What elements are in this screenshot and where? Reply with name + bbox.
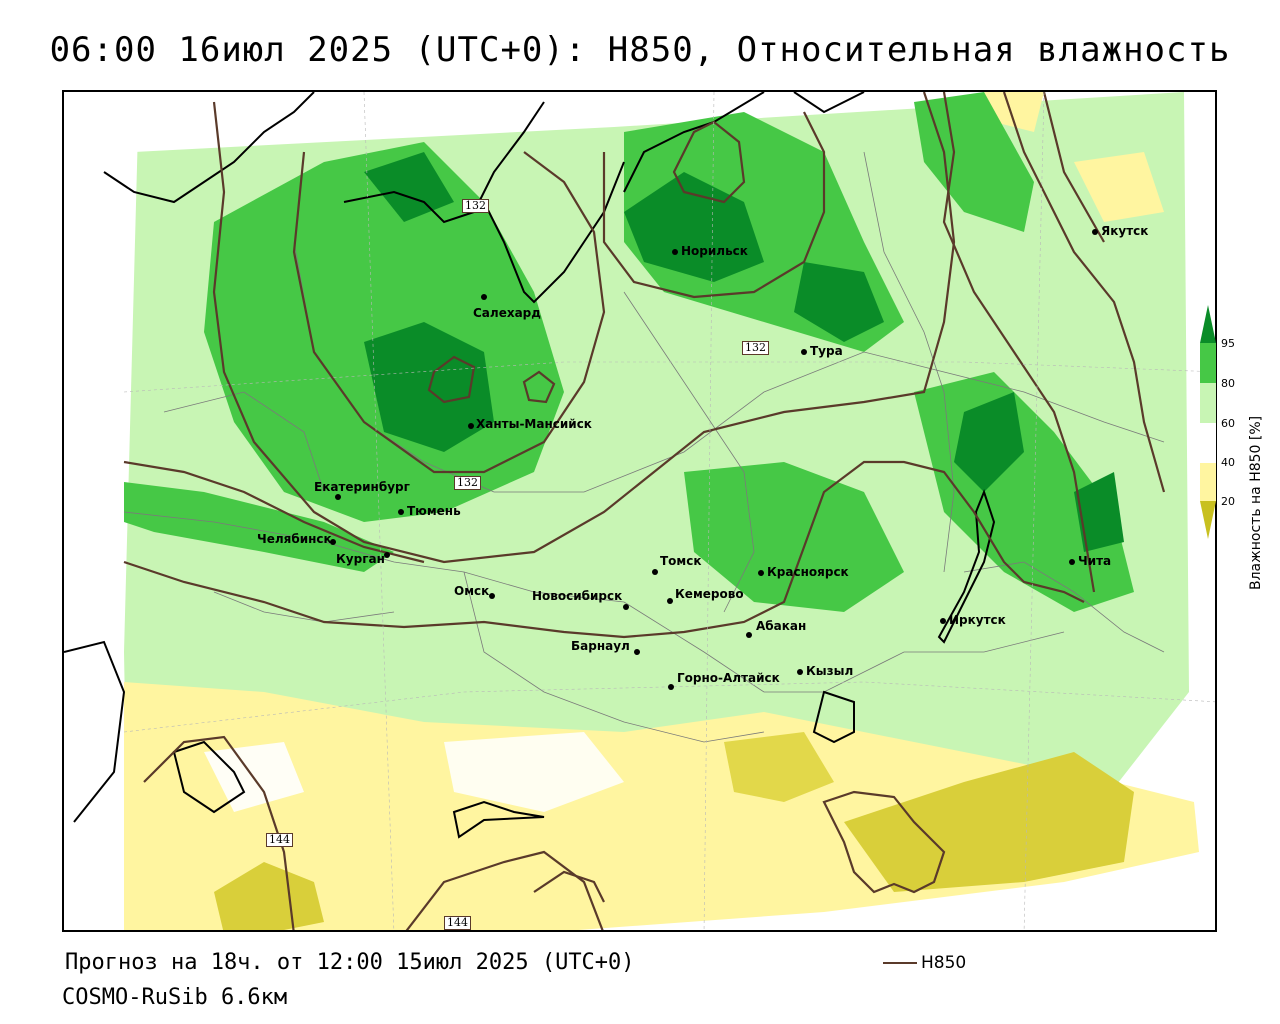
city-marker: Красноярск — [758, 565, 849, 579]
isoline-label: 132 — [454, 476, 481, 490]
coastlines — [64, 92, 996, 839]
dry-northeast-area — [1074, 152, 1164, 222]
colorbar-tick: 80 — [1221, 377, 1235, 390]
city-marker: Норильск — [672, 244, 748, 258]
city-label: Омск — [454, 584, 490, 598]
city-marker: Якутск — [1092, 224, 1148, 238]
city-dot-icon — [335, 493, 341, 500]
colorbar-tick: 40 — [1221, 456, 1235, 469]
city-label: Екатеринбург — [314, 480, 410, 494]
city-dot-icon — [634, 648, 640, 655]
city-dot-icon — [330, 538, 336, 545]
forecast-info: Прогноз на 18ч. от 12:00 15июл 2025 (UTC… — [65, 950, 635, 975]
outside-domain-bottom — [190, 813, 1215, 930]
very-dry-area-1 — [844, 752, 1134, 892]
city-dot-icon — [468, 422, 474, 429]
very-dry-area-3 — [724, 732, 834, 802]
city-marker — [667, 593, 676, 607]
city-dot-icon — [1092, 228, 1098, 235]
city-label: Ханты-Мансийск — [476, 417, 592, 431]
saturated-core-3 — [794, 262, 884, 342]
colorbar-wet — [1200, 343, 1216, 383]
city-label: Курган — [336, 552, 385, 566]
wet-central — [684, 462, 904, 612]
isoline-label: 144 — [266, 833, 293, 847]
city-dot-icon — [489, 592, 495, 599]
isoline-label: 132 — [462, 199, 489, 213]
city-label: Абакан — [756, 619, 807, 633]
city-marker — [330, 534, 339, 548]
colorbar-dry — [1200, 463, 1216, 501]
city-marker — [468, 418, 477, 432]
city-marker — [668, 679, 677, 693]
city-label: Кемерово — [675, 587, 744, 601]
city-label: Челябинск — [257, 532, 332, 546]
colorbar-moist — [1200, 383, 1216, 423]
isoline-label: 132 — [742, 341, 769, 355]
model-name: COSMO-RuSib 6.6км — [62, 985, 288, 1010]
city-marker — [335, 489, 344, 503]
city-dot-icon — [384, 551, 390, 558]
city-dot-icon — [398, 508, 404, 515]
city-dot-icon — [746, 631, 752, 638]
city-label: Салехард — [473, 306, 541, 320]
city-dot-icon — [667, 597, 673, 604]
city-label: Горно-Алтайск — [677, 671, 780, 685]
colorbar-tick: 60 — [1221, 417, 1235, 430]
colorbar-title: Влажность на H850 [%] — [1248, 415, 1264, 590]
saturated-core-4 — [954, 392, 1024, 492]
city-dot-icon — [481, 293, 487, 300]
colorbar-tick: 95 — [1221, 337, 1235, 350]
city-label: Томск — [660, 554, 702, 568]
city-dot-icon — [623, 603, 629, 610]
h850-isolines — [123, 92, 1166, 930]
city-dot-icon — [1069, 558, 1075, 565]
city-label: Новосибирск — [532, 589, 623, 603]
saturated-core-5 — [364, 152, 454, 222]
white-gap-1 — [444, 732, 624, 812]
wet-yakutia — [914, 92, 1034, 232]
colorbar-medium — [1200, 423, 1216, 463]
city-marker: Тура — [801, 344, 843, 358]
colorbar-tick: 20 — [1221, 495, 1235, 508]
city-dot-icon — [668, 683, 674, 690]
city-marker — [489, 588, 498, 602]
wet-ural-strip — [124, 482, 394, 572]
city-dot-icon — [940, 617, 946, 624]
city-marker — [623, 599, 632, 613]
city-dot-icon — [758, 569, 764, 576]
city-marker: Кызыл — [797, 664, 853, 678]
city-dot-icon — [801, 348, 807, 355]
city-dot-icon — [672, 248, 678, 255]
city-marker: Чита — [1069, 554, 1111, 568]
city-marker — [652, 564, 661, 578]
city-dot-icon — [652, 568, 658, 575]
city-marker: Тюмень — [398, 504, 461, 518]
weather-map: 132 132 132 144 144 Якутск Норильск Сале… — [62, 90, 1217, 932]
map-title: 06:00 16июл 2025 (UTC+0): H850, Относите… — [49, 30, 1231, 70]
city-marker — [746, 627, 755, 641]
graticule — [123, 92, 1215, 930]
city-label: Барнаул — [571, 639, 630, 653]
city-marker: Иркутск — [940, 613, 1006, 627]
city-dot-icon — [797, 668, 803, 675]
contour-legend: H850 — [883, 953, 966, 973]
contour-line-icon — [883, 962, 917, 964]
city-marker — [481, 289, 490, 303]
map-canvas — [64, 92, 1215, 930]
saturated-core-2 — [624, 172, 764, 282]
city-marker — [634, 644, 643, 658]
isoline-label: 144 — [444, 916, 471, 930]
very-dry-area-2 — [214, 862, 324, 930]
city-marker — [384, 547, 393, 561]
saturated-core-6 — [1074, 472, 1124, 552]
